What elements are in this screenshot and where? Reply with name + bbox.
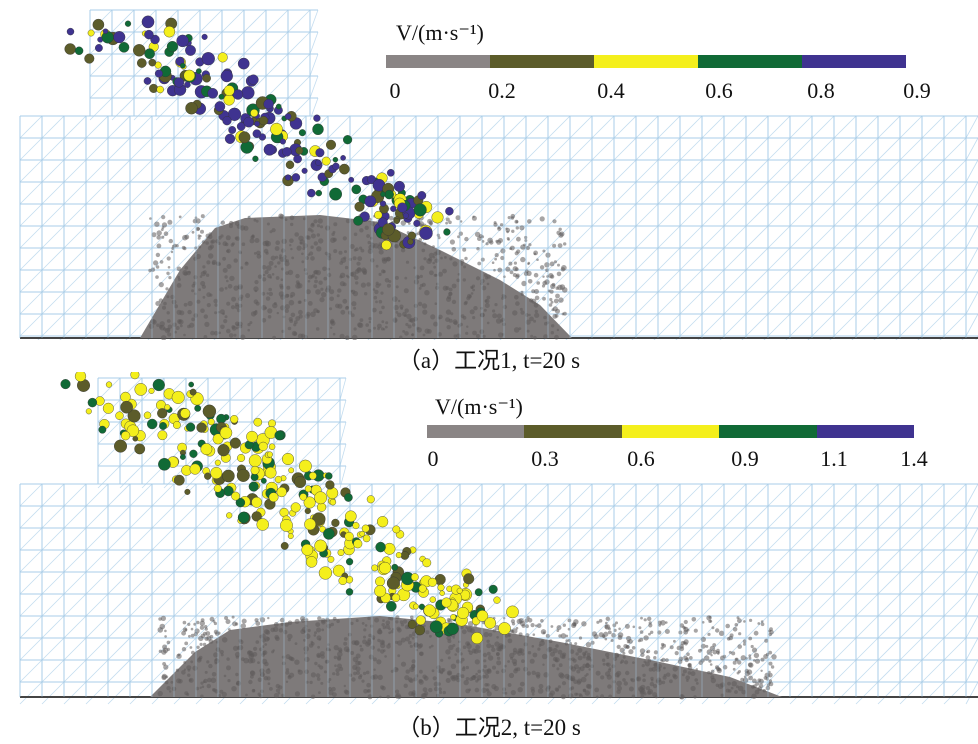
legend-swatch [524,425,622,438]
legend-swatch [802,55,906,68]
legend-tick: 0.9 [731,446,759,471]
legend-swatch [816,425,915,438]
legend-swatch [386,55,490,68]
legend-tick: 0.9 [903,78,931,103]
mesh-overlay [19,617,967,697]
legend-tick: 0.4 [597,78,625,103]
legend-tick: 0 [427,446,439,471]
legend-tick: 0.8 [807,78,835,103]
legend-swatch [719,425,817,438]
legend-title-b: V/(m·s⁻¹) [435,394,523,419]
legend-swatch [698,55,802,68]
legend-tick: 1.1 [820,446,848,471]
legend-title-a: V/(m·s⁻¹) [396,20,484,45]
legend-tick: 0.3 [531,446,559,471]
panel-b: V/(m·s⁻¹) 0 0.3 0.6 0.9 1.1 1.4 （b）工况2, … [0,372,978,744]
falling-particles [60,372,519,645]
legend-colorbar-b [427,425,915,438]
legend-tick: 0 [389,78,401,103]
legend-swatch [594,55,698,68]
legend-colorbar-a [386,55,906,68]
caption-b: （b）工况2, t=20 s [397,715,581,740]
simulation-scene-a [19,9,978,340]
legend-tick: 0.6 [627,446,655,471]
caption-a: （a）工况1, t=20 s [397,348,581,373]
panel-a: V/(m·s⁻¹) 0 0.2 0.4 0.6 0.8 0.9 （a）工况1, … [19,9,978,373]
simulation-scene-b [19,372,978,705]
legend-swatch [490,55,594,68]
mesh-overlay [19,216,967,338]
legend-swatch [427,425,525,438]
falling-particles [64,15,454,251]
legend-swatch [621,425,720,438]
legend-tick: 0.2 [488,78,516,103]
legend-tick: 1.4 [900,446,928,471]
legend-tick: 0.6 [705,78,733,103]
